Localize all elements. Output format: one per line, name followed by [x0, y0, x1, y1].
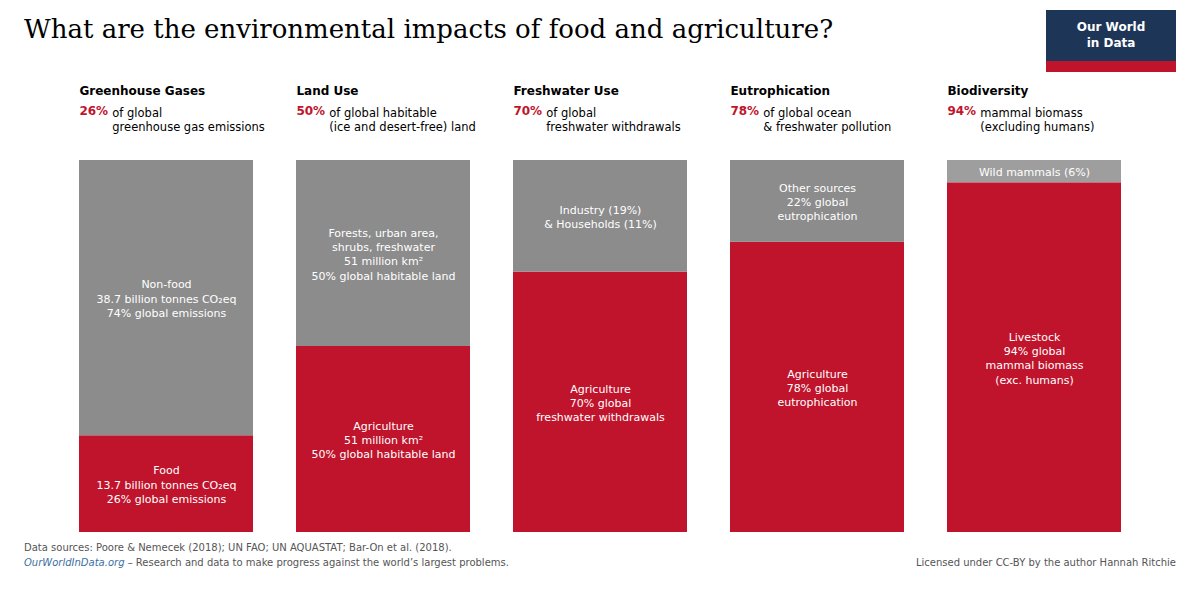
html-text:Licensed under CC-BY by the au: Licensed under CC-BY by the author Hanna…	[915, 557, 1176, 568]
svg-text:Agriculture78% globaleutrophic: Agriculture78% globaleutrophication	[778, 368, 858, 410]
svg-text:94%: 94%	[947, 104, 976, 118]
svg-text:Greenhouse Gases: Greenhouse Gases	[79, 84, 205, 98]
svg-text:of globalgreenhouse gas emissi: of globalgreenhouse gas emissions	[112, 106, 265, 134]
svg-text:78%: 78%	[730, 104, 759, 118]
svg-text:50%: 50%	[296, 104, 325, 118]
svg-text:Biodiversity: Biodiversity	[947, 84, 1028, 98]
svg-text:Land Use: Land Use	[296, 84, 358, 98]
svg-text:Non-food38.7 billion tonnes CO: Non-food38.7 billion tonnes CO₂eq74% glo…	[97, 278, 237, 320]
svg-text:of global habitable(ice and de: of global habitable(ice and desert-free)…	[329, 106, 476, 134]
html-text:OurWorldInData.org – Research: OurWorldInData.org – Research and data t…	[24, 557, 509, 568]
svg-text:Other sources22% globaleutroph: Other sources22% globaleutrophication	[778, 182, 858, 224]
html-text:Our World in Data: Our World in Data	[1076, 19, 1146, 50]
svg-text:Agriculture70% globalfreshwate: Agriculture70% globalfreshwater withdraw…	[536, 383, 665, 425]
svg-text:Industry (19%)& Households (11: Industry (19%)& Households (11%)	[544, 204, 657, 231]
svg-text:Wild mammals (6%): Wild mammals (6%)	[979, 166, 1090, 179]
svg-text:of global ocean& freshwater po: of global ocean& freshwater pollution	[763, 106, 891, 134]
svg-text:Freshwater Use: Freshwater Use	[513, 84, 618, 98]
svg-text:26%: 26%	[79, 104, 108, 118]
svg-text:of globalfreshwater withdrawal: of globalfreshwater withdrawals	[546, 106, 680, 134]
svg-text:Agriculture51 million km²50% g: Agriculture51 million km²50% global habi…	[312, 420, 456, 462]
svg-text:mammal biomass(excluding human: mammal biomass(excluding humans)	[980, 106, 1094, 134]
svg-text:Eutrophication: Eutrophication	[730, 84, 830, 98]
html-text:What are the environmental imp: What are the environmental impacts of fo…	[24, 14, 834, 44]
svg-text:70%: 70%	[513, 104, 542, 118]
svg-text:Forests, urban area,shrubs, fr: Forests, urban area,shrubs, freshwater51…	[312, 227, 456, 283]
html-text:Data sources: Poore & Nemecek: Data sources: Poore & Nemecek (2018); UN…	[24, 542, 452, 553]
svg-text:Food13.7 billion tonnes CO₂eq2: Food13.7 billion tonnes CO₂eq26% global …	[97, 464, 237, 506]
svg-text:Livestock94% globalmammal biom: Livestock94% globalmammal biomass(exc. h…	[986, 331, 1084, 387]
